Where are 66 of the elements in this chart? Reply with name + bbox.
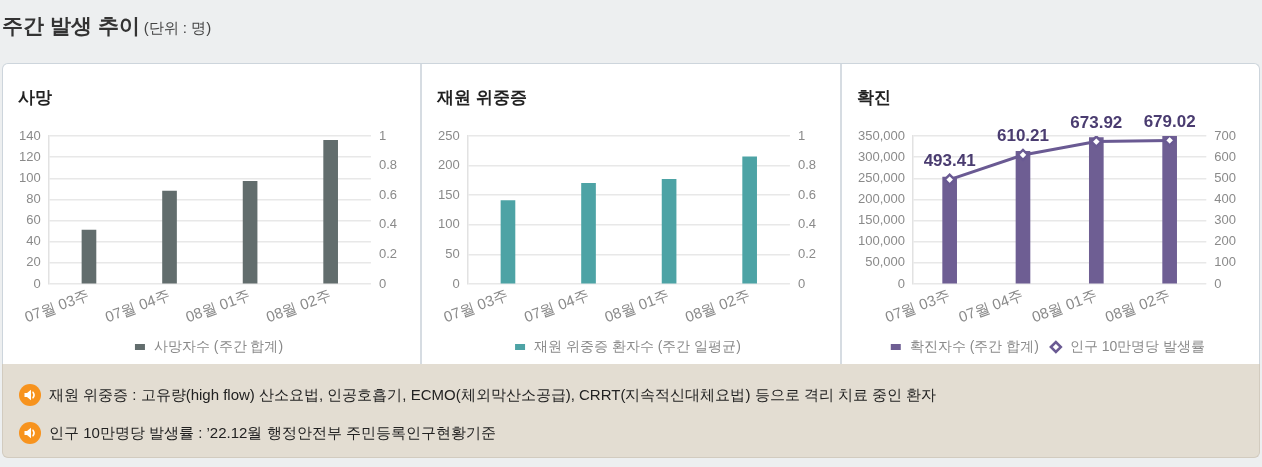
text: 인구 10만명당 발생률 : ’22.12월 행정안전부 주민등록인구현황기준 (49, 423, 496, 443)
y2-tick-label: 0.8 (798, 157, 817, 173)
y-tick-label: 100 (438, 216, 461, 232)
chart-title: 재원 위중증 (437, 87, 528, 109)
y2-tick-label: 0.6 (378, 186, 398, 202)
x-tick-label: 08월 02주 (1102, 286, 1172, 326)
text: 주간 발생 추이 (2, 14, 140, 37)
y2-tick-label: 200 (1213, 233, 1236, 249)
y-tick-label: 120 (18, 148, 41, 164)
legend-label: 사망자수 (주간 합계) (153, 337, 284, 354)
data-label: 493.41 (923, 150, 976, 170)
data-label: 679.02 (1143, 111, 1196, 131)
y2-tick-label: 0 (798, 275, 806, 291)
y2-tick-label: 0.6 (798, 186, 817, 202)
y-tick-label: 200 (438, 157, 461, 173)
x-tick-label: 07월 04주 (955, 286, 1026, 326)
y2-tick-label: 0 (1213, 275, 1222, 291)
x-tick-label: 08월 02주 (263, 286, 334, 326)
y-tick-label: 350,000 (857, 127, 905, 143)
y-tick-label: 100,000 (857, 233, 905, 249)
x-tick-label: 07월 04주 (102, 286, 172, 326)
legend-label: 확진자수 (주간 합계) (909, 337, 1039, 354)
y2-tick-label: 0.4 (798, 216, 817, 232)
y-tick-label: 80 (26, 191, 41, 206)
y-tick-label: 40 (26, 233, 41, 249)
data-label: 610.21 (996, 126, 1049, 146)
y2-tick-label: 1 (378, 127, 387, 143)
y2-tick-label: 400 (1213, 191, 1236, 206)
y-tick-label: 50 (445, 245, 461, 261)
chart-title: 확진 (856, 87, 891, 109)
y2-tick-label: 0.2 (378, 245, 398, 261)
y-tick-label: 0 (897, 275, 905, 291)
y2-tick-label: 0 (378, 275, 387, 291)
x-tick-label: 08월 02주 (683, 286, 753, 326)
y-tick-label: 100 (18, 169, 41, 185)
chart-title: 사망 (18, 87, 52, 109)
y-tick-label: 300,000 (857, 148, 905, 164)
x-tick-label: 08월 01주 (183, 286, 253, 326)
y-tick-label: 0 (33, 275, 41, 291)
y2-tick-label: 500 (1213, 169, 1236, 185)
legend-label: 재원 위중증 환자수 (주간 일평균) (534, 337, 742, 354)
y-tick-label: 60 (26, 212, 41, 228)
text: 재원 위중증 : 고유량(high flow) 산소요법, 인공호흡기, ECMO(체외막산소공급), CRRT(지속적신대체요법) 등으로 격리 치료 중인 환자 (49, 385, 937, 405)
x-tick-label: 08월 01주 (602, 286, 672, 326)
y2-tick-label: 300 (1213, 212, 1236, 228)
y-tick-label: 200,000 (857, 191, 905, 206)
x-tick-label: 08월 01주 (1029, 286, 1099, 326)
y-tick-label: 250 (438, 127, 461, 143)
data-label: 673.92 (1069, 112, 1122, 132)
text: (단위 : 명) (143, 19, 212, 36)
y-tick-label: 140 (18, 127, 41, 143)
y-tick-label: 250,000 (857, 169, 905, 185)
y-tick-label: 20 (26, 254, 41, 270)
y2-tick-label: 700 (1213, 127, 1236, 143)
y-tick-label: 150,000 (857, 212, 905, 228)
y2-tick-label: 600 (1213, 148, 1236, 164)
y2-tick-label: 0.8 (378, 157, 398, 173)
y2-tick-label: 0.4 (378, 216, 398, 232)
y-tick-label: 0 (452, 275, 461, 291)
y-tick-label: 50,000 (864, 254, 905, 270)
y2-tick-label: 0.2 (798, 245, 817, 261)
x-tick-label: 07월 04주 (522, 286, 592, 326)
y2-tick-label: 100 (1213, 254, 1236, 270)
y-tick-label: 150 (438, 186, 461, 202)
y2-tick-label: 1 (798, 127, 806, 143)
legend-label: 인구 10만명당 발생률 (1069, 337, 1205, 354)
